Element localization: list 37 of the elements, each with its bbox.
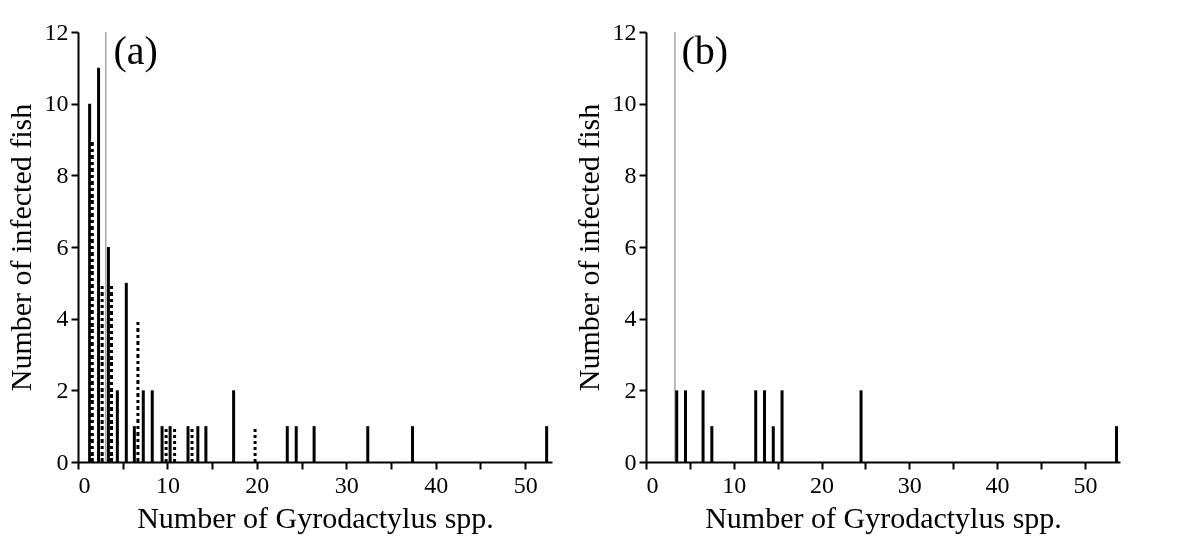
- y-tick-label: 8: [56, 161, 69, 188]
- bar: [173, 426, 177, 462]
- y-tick-label: 2: [624, 376, 637, 403]
- x-tick-label: 20: [810, 471, 835, 498]
- x-tick-label: 40: [424, 471, 449, 498]
- x-tick-label: 10: [155, 471, 180, 498]
- y-tick-label: 0: [624, 448, 637, 475]
- x-tick-label: 50: [513, 471, 538, 498]
- y-tick-label: 4: [56, 305, 69, 332]
- x-tick-label: 50: [1073, 471, 1098, 498]
- x-axis-title: Number of Gyrodactylus spp.: [705, 500, 1062, 534]
- bar: [100, 282, 104, 462]
- x-tick-label: 30: [334, 471, 359, 498]
- x-tick-label: 0: [78, 471, 91, 498]
- x-tick-label: 30: [897, 471, 922, 498]
- bar: [253, 426, 257, 462]
- x-tick-label: 0: [646, 471, 659, 498]
- bar: [190, 426, 194, 462]
- y-tick-label: 6: [624, 233, 637, 260]
- y-tick-label: 2: [56, 376, 69, 403]
- y-tick-label: 12: [44, 18, 69, 45]
- y-tick-label: 8: [624, 161, 637, 188]
- y-axis-title: Number of infected fish: [3, 103, 37, 392]
- y-tick-label: 6: [56, 233, 69, 260]
- y-tick-label: 10: [612, 90, 637, 117]
- y-tick-label: 10: [44, 90, 69, 117]
- y-tick-label: 0: [56, 448, 69, 475]
- bar: [90, 139, 94, 462]
- chart-title: (b): [681, 28, 729, 73]
- x-axis-title: Number of Gyrodactylus spp.: [137, 500, 494, 534]
- y-tick-label: 12: [612, 18, 637, 45]
- y-tick-label: 4: [624, 305, 637, 332]
- chart-title: (a): [113, 28, 158, 73]
- x-tick-label: 10: [722, 471, 747, 498]
- x-tick-label: 20: [245, 471, 270, 498]
- x-tick-label: 40: [985, 471, 1010, 498]
- y-axis-title: Number of infected fish: [571, 103, 605, 392]
